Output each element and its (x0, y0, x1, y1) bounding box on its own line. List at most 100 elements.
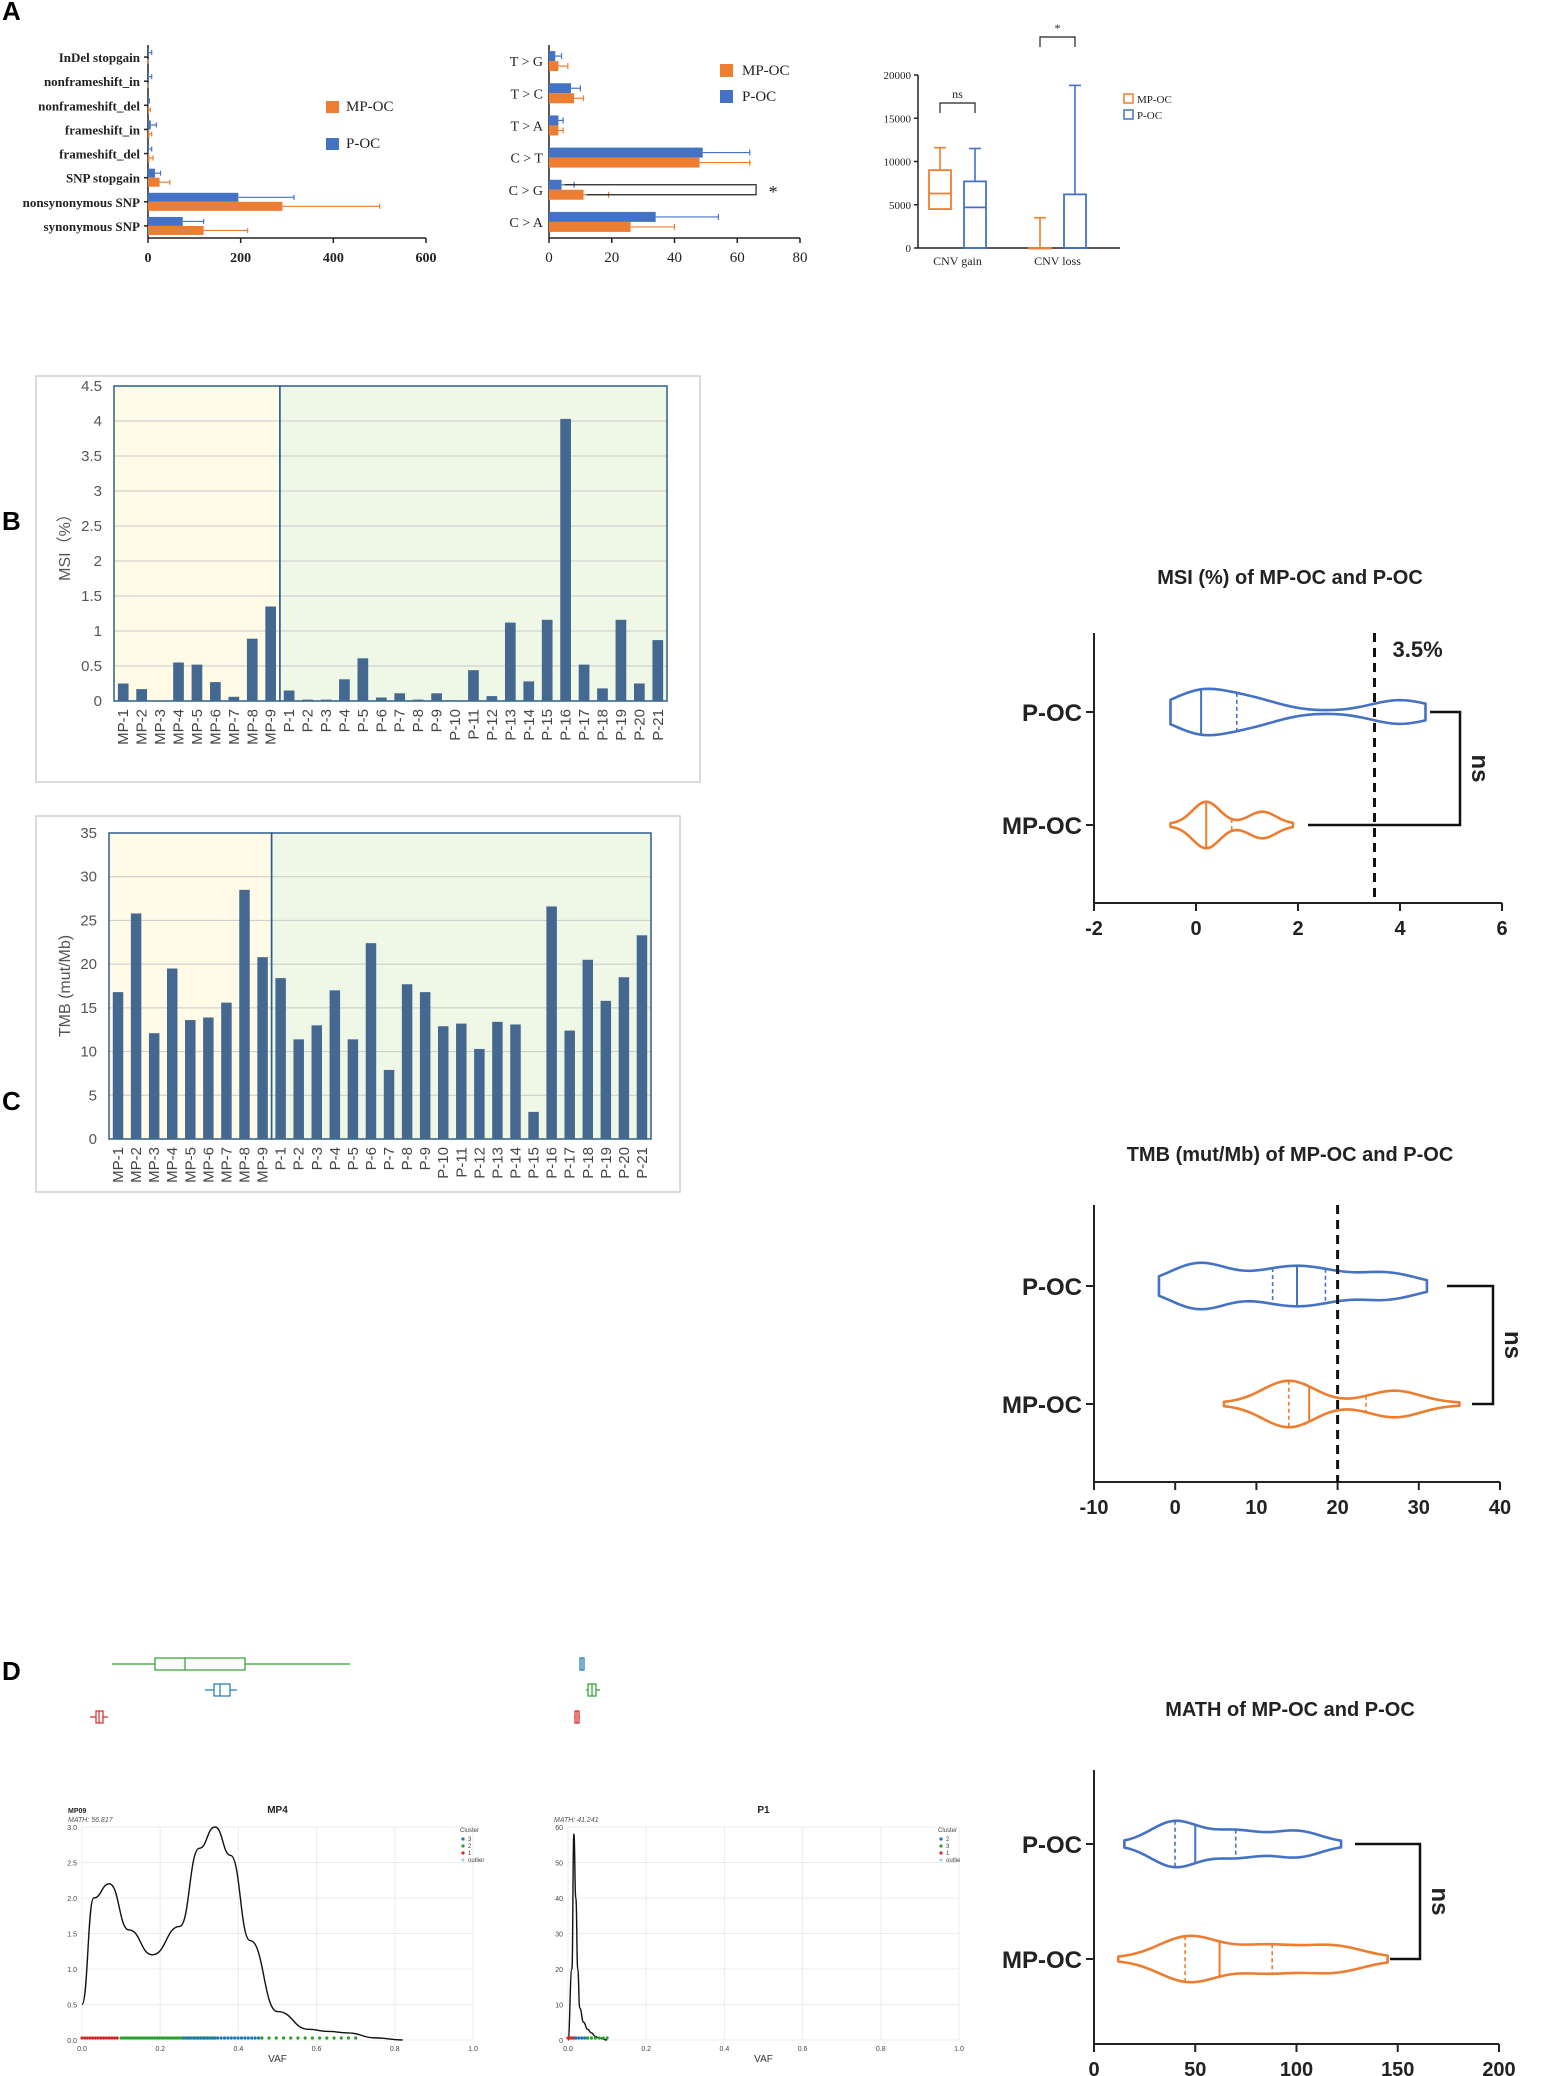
a3-legend-swatch-mpoc (1123, 93, 1134, 104)
a2-bar-mpoc (549, 157, 700, 168)
b2-x-tick-label: 6 (1496, 918, 1507, 940)
c1-y-tick-label: 5 (89, 1087, 97, 1104)
c2-category-label: P-OC (1022, 1274, 1082, 1301)
d1-legend-title: Cluster (460, 1828, 479, 1834)
b1-p-group-background (279, 386, 667, 701)
c1-x-tick-label: MP-9 (255, 1147, 272, 1183)
a2-x-tick-label: 20 (604, 250, 619, 266)
a1-bar-mpoc (148, 177, 160, 187)
a1-legend-swatch-poc (326, 138, 339, 150)
c1-x-tick-label: P-1 (273, 1147, 290, 1170)
b1-bar (283, 690, 295, 701)
d2-y-tick-label: 10 (555, 2003, 563, 2010)
c1-bar (600, 1000, 612, 1139)
d2-x-tick-label: 0.4 (720, 2046, 730, 2053)
d2-rug-point (601, 2036, 605, 2040)
a2-bar-poc (549, 83, 571, 94)
b1-bar (412, 699, 424, 701)
c2-x-tick-label: 20 (1326, 1497, 1348, 1519)
d1-rug-point (124, 2036, 128, 2040)
d1-rug-point (267, 2036, 271, 2040)
b1-x-tick-label: P-15 (539, 709, 556, 741)
c2-x-tick-label: 0 (1170, 1497, 1181, 1519)
b1-x-tick-label: P-16 (558, 709, 575, 741)
b1-x-tick-label: P-2 (300, 709, 317, 732)
b1-bar (597, 688, 608, 701)
b1-x-tick-label: P-4 (336, 709, 353, 732)
c2-significance-bracket (1447, 1284, 1495, 1406)
c1-x-tick-label: P-6 (363, 1147, 380, 1170)
c1-x-tick-label: P-17 (562, 1147, 579, 1179)
c1-bar (456, 1023, 467, 1139)
d1-rug-point (138, 2036, 142, 2040)
a2-category-label: C > G (509, 184, 543, 199)
a1-bar-poc (148, 144, 149, 154)
b1-x-tick-label: P-1 (281, 709, 298, 732)
c1-x-tick-label: MP-3 (146, 1147, 163, 1183)
c2-category-label: MP-OC (1002, 1392, 1082, 1419)
c1-x-tick-label: P-18 (580, 1147, 597, 1179)
a1-bar-poc (148, 216, 183, 226)
d1-rug-point (256, 2036, 261, 2040)
d1-rug-point (260, 2036, 264, 2040)
d3-title: MATH of MP-OC and P-OC (1165, 1699, 1415, 1721)
a1-legend-label-mpoc: MP-OC (346, 99, 394, 115)
b1-x-tick-label: MP-9 (263, 709, 280, 745)
d1-rug-point (188, 2036, 193, 2040)
a2-bar-mpoc (549, 221, 631, 232)
c2-violin-mpoc (1222, 1379, 1461, 1429)
b1-x-tick-label: P-5 (355, 709, 372, 732)
d3-violin-poc (1123, 1819, 1343, 1869)
b1-bar (578, 664, 590, 701)
a1-bar-mpoc (148, 153, 150, 163)
d1-rug-point (174, 2036, 179, 2040)
a3-box-poc (1063, 193, 1087, 249)
d1-rug-point (133, 2036, 138, 2040)
c1-y-axis-label: TMB (mut/Mb) (57, 935, 74, 1037)
a1-bar-poc (148, 192, 239, 202)
d2-y-tick-label: 20 (555, 1967, 563, 1974)
d1-y-tick-label: 1.5 (67, 1932, 77, 1939)
d1-legend-label: 2 (468, 1844, 472, 1850)
d1-rug-point (216, 2036, 220, 2040)
d1-rug-point (80, 2036, 84, 2040)
b1-x-tick-label: P-14 (521, 709, 538, 741)
c1-x-tick-label: MP-7 (218, 1147, 235, 1183)
a1-category-label: SNP stopgain (66, 171, 141, 186)
b2-category-label: P-OC (1022, 700, 1082, 727)
d1-rug-point (167, 2036, 171, 2040)
b1-bar (246, 638, 258, 701)
d1-rug-point (185, 2036, 189, 2040)
d2-legend-marker (939, 1837, 943, 1841)
d2-legend-label: 2 (946, 1837, 950, 1843)
c1-x-tick-label: P-13 (489, 1147, 506, 1179)
b2-x-tick-label: 2 (1292, 918, 1303, 940)
d1-rug-point (165, 2036, 169, 2040)
a1-bar-mpoc (148, 225, 204, 235)
c1-y-tick-label: 0 (89, 1131, 97, 1148)
d1-x-tick-label: 1.0 (468, 2046, 478, 2053)
a2-bar-poc (549, 211, 656, 222)
a2-bar-poc (549, 179, 562, 190)
d1-rug-point (85, 2036, 90, 2040)
d3-x-tick-label: 200 (1482, 2059, 1515, 2076)
c1-bar (618, 977, 630, 1139)
d3-x-tick-label: 0 (1088, 2059, 1099, 2076)
c1-x-tick-label: MP-4 (164, 1147, 181, 1183)
d2-legend-marker (939, 1858, 943, 1862)
panel-letter-b: B (2, 506, 21, 536)
d2-x-tick-label: 0.2 (641, 2046, 651, 2053)
b1-x-tick-label: MP-5 (189, 709, 206, 745)
a2-x-tick-label: 40 (667, 250, 682, 266)
b1-bar (504, 622, 516, 701)
b1-x-tick-label: P-20 (631, 709, 648, 741)
a1-bar-poc (148, 48, 149, 58)
c2-significance-label: ns (1499, 1331, 1526, 1359)
b2-x-tick-label: -2 (1085, 918, 1103, 940)
a2-significance-bracket (564, 184, 757, 196)
c1-x-tick-label: P-9 (417, 1147, 434, 1170)
d1-y-tick-label: 0.0 (67, 2038, 77, 2045)
d1-cluster-boxplot-box (154, 1657, 246, 1671)
d2-math-label: MATH: 41.241 (554, 1817, 599, 1824)
d1-density-line (81, 1826, 403, 2041)
